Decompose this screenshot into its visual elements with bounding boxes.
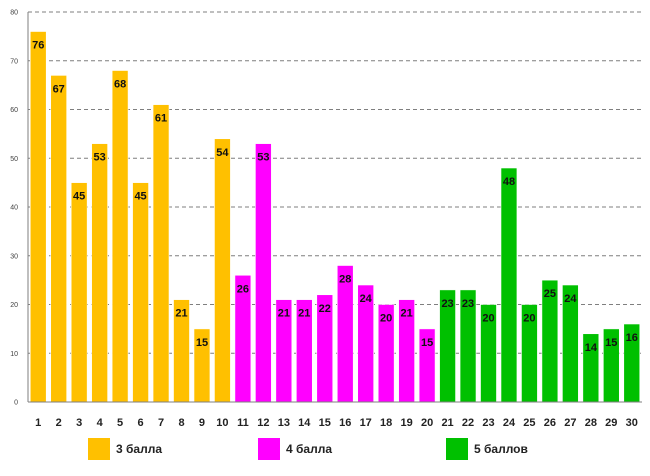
bar-4 xyxy=(91,143,108,403)
x-tick-label-23: 23 xyxy=(482,417,494,429)
bar-16 xyxy=(336,265,354,403)
gridlines xyxy=(28,11,642,354)
data-label-2: 67 xyxy=(53,83,65,95)
legend-swatch-3 xyxy=(446,438,468,460)
x-tick-label-14: 14 xyxy=(298,417,311,429)
x-tick-label-15: 15 xyxy=(319,417,331,429)
legend-swatch-2 xyxy=(258,438,280,460)
y-tick-label: 60 xyxy=(10,107,18,114)
x-tick-label-26: 26 xyxy=(544,417,556,429)
x-tick-label-16: 16 xyxy=(339,417,351,429)
y-tick-label: 70 xyxy=(10,58,18,65)
bar-5 xyxy=(111,70,129,403)
x-tick-label-27: 27 xyxy=(564,417,576,429)
bar-2 xyxy=(50,75,67,403)
x-tick-label-21: 21 xyxy=(441,417,453,429)
data-label-20: 15 xyxy=(421,337,433,349)
x-tick-label-1: 1 xyxy=(35,417,41,429)
legend-label-1: 3 балла xyxy=(116,442,162,456)
x-tick-label-25: 25 xyxy=(523,417,535,429)
bar-24 xyxy=(500,167,518,403)
data-label-27: 24 xyxy=(564,293,577,305)
x-tick-label-13: 13 xyxy=(278,417,290,429)
x-tick-label-29: 29 xyxy=(605,417,617,429)
x-tick-label-20: 20 xyxy=(421,417,433,429)
data-label-16: 28 xyxy=(339,274,351,286)
data-label-19: 21 xyxy=(401,308,413,320)
x-tick-label-28: 28 xyxy=(585,417,597,429)
bar-1 xyxy=(29,31,47,403)
data-label-23: 20 xyxy=(482,313,494,325)
y-tick-label: 40 xyxy=(10,205,18,212)
y-tick-label: 50 xyxy=(10,156,18,163)
x-tick-label-6: 6 xyxy=(138,417,144,429)
data-label-26: 25 xyxy=(544,288,556,300)
data-label-29: 15 xyxy=(605,337,617,349)
data-label-17: 24 xyxy=(360,293,373,305)
x-tick-label-11: 11 xyxy=(237,417,249,429)
legend-label-3: 5 баллов xyxy=(474,442,528,456)
x-tick-label-17: 17 xyxy=(360,417,372,429)
data-label-7: 61 xyxy=(155,113,167,125)
bar-6 xyxy=(132,182,149,403)
data-label-24: 48 xyxy=(503,176,515,188)
data-label-3: 45 xyxy=(73,191,85,203)
x-tick-label-19: 19 xyxy=(401,417,413,429)
x-tick-label-9: 9 xyxy=(199,417,205,429)
data-label-8: 21 xyxy=(175,308,187,320)
x-tick-label-8: 8 xyxy=(178,417,184,429)
data-label-12: 53 xyxy=(257,152,269,164)
x-tick-label-7: 7 xyxy=(158,417,164,429)
data-label-14: 21 xyxy=(298,308,310,320)
x-tick-label-12: 12 xyxy=(257,417,269,429)
x-tick-label-3: 3 xyxy=(76,417,82,429)
x-tick-label-10: 10 xyxy=(216,417,228,429)
data-label-21: 23 xyxy=(441,298,453,310)
y-tick-label: 10 xyxy=(10,351,18,358)
legend-swatch-1 xyxy=(88,438,110,460)
data-label-6: 45 xyxy=(134,191,146,203)
data-label-30: 16 xyxy=(626,332,638,344)
legend-label-2: 4 балла xyxy=(286,442,332,456)
data-label-11: 26 xyxy=(237,283,249,295)
data-label-9: 15 xyxy=(196,337,208,349)
bars: 76 67 45 53 68 45 61 21 15 54 26 53 21 21 22 28 24 20 21 15… xyxy=(29,31,641,403)
data-label-1: 76 xyxy=(32,40,44,52)
x-tick-label-18: 18 xyxy=(380,417,392,429)
x-tick-label-30: 30 xyxy=(626,417,638,429)
legend: 3 балла 4 балла 5 баллов xyxy=(88,438,528,460)
data-label-10: 54 xyxy=(216,147,229,159)
y-tick-label: 20 xyxy=(10,302,18,309)
x-tick-label-24: 24 xyxy=(503,417,516,429)
data-label-4: 53 xyxy=(94,152,106,164)
x-tick-label-5: 5 xyxy=(117,417,123,429)
x-tick-label-2: 2 xyxy=(56,417,62,429)
data-label-22: 23 xyxy=(462,298,474,310)
y-tick-label: 80 xyxy=(10,10,18,17)
x-tick-label-4: 4 xyxy=(97,417,104,429)
data-label-25: 20 xyxy=(523,313,535,325)
bar-3 xyxy=(70,182,88,403)
x-tick-label-22: 22 xyxy=(462,417,474,429)
y-tick-label: 30 xyxy=(10,253,18,260)
data-label-13: 21 xyxy=(278,308,290,320)
bar-10 xyxy=(214,138,231,403)
data-label-15: 22 xyxy=(319,303,331,315)
bar-7 xyxy=(152,104,170,403)
data-label-28: 14 xyxy=(585,342,598,354)
data-label-5: 68 xyxy=(114,79,126,91)
y-tick-label: 0 xyxy=(14,400,18,407)
data-label-18: 20 xyxy=(380,313,392,325)
bar-12 xyxy=(255,143,272,403)
